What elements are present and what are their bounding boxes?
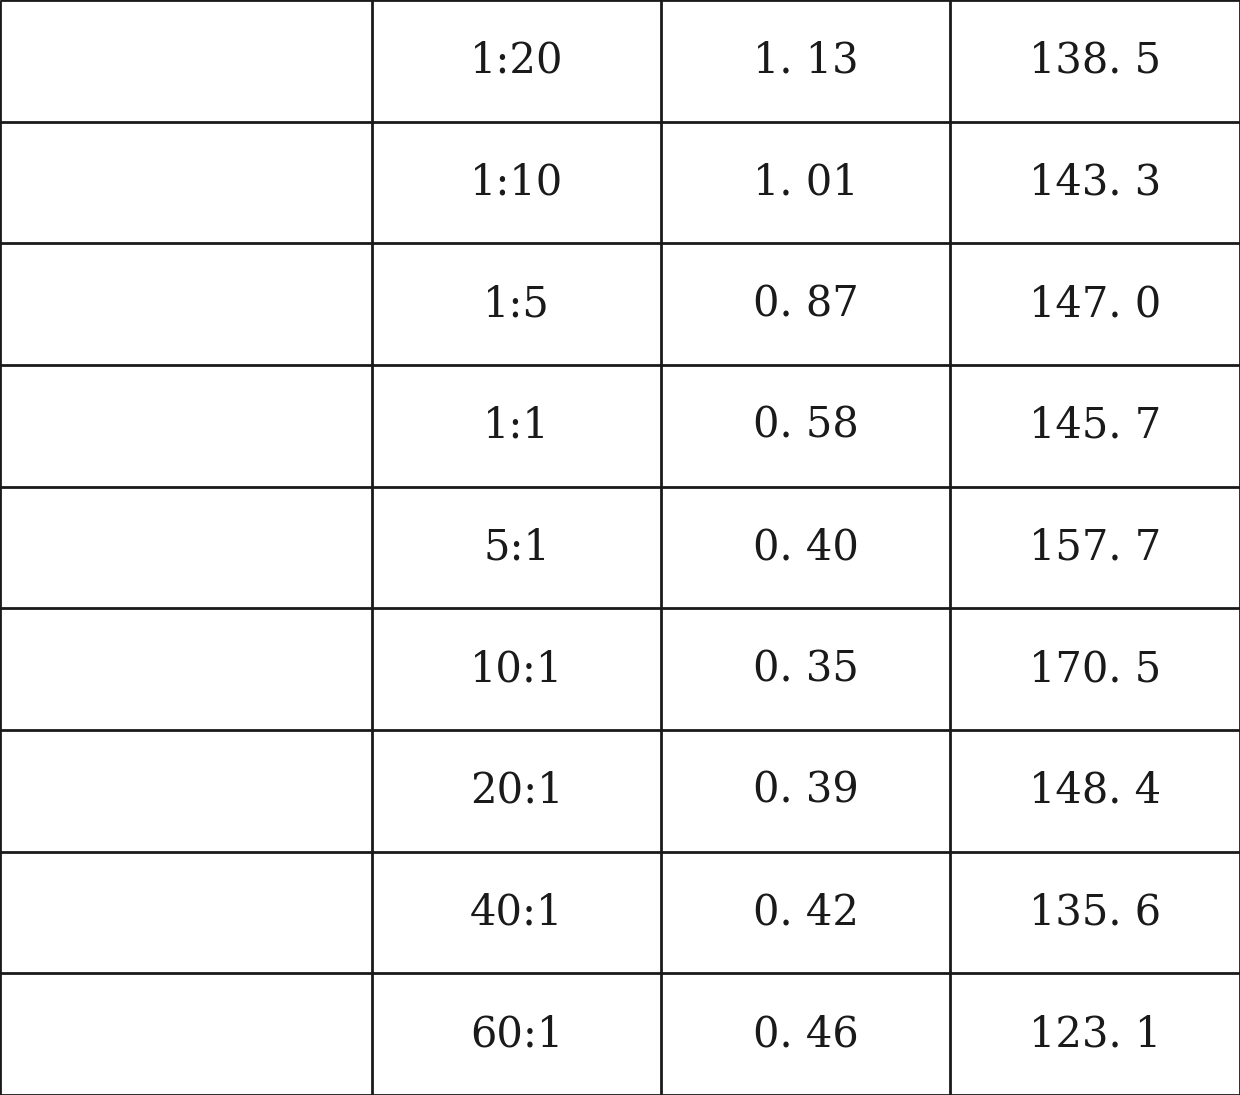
Text: 40:1: 40:1	[470, 891, 563, 934]
Text: 145. 7: 145. 7	[1029, 405, 1161, 447]
Text: 157. 7: 157. 7	[1029, 527, 1161, 568]
Text: 1:10: 1:10	[470, 161, 563, 204]
Text: 1. 01: 1. 01	[753, 161, 858, 204]
Text: 0. 58: 0. 58	[753, 405, 858, 447]
Text: 148. 4: 148. 4	[1029, 770, 1161, 811]
Text: 147. 0: 147. 0	[1029, 284, 1161, 325]
Text: 1:1: 1:1	[484, 405, 549, 447]
Text: 0. 35: 0. 35	[753, 648, 858, 690]
Text: 0. 87: 0. 87	[753, 284, 858, 325]
Text: 123. 1: 123. 1	[1029, 1013, 1161, 1056]
Text: 0. 39: 0. 39	[753, 770, 858, 811]
Text: 0. 42: 0. 42	[753, 891, 858, 934]
Text: 10:1: 10:1	[470, 648, 563, 690]
Text: 1. 13: 1. 13	[753, 39, 858, 82]
Text: 1:5: 1:5	[484, 284, 551, 325]
Text: 143. 3: 143. 3	[1029, 161, 1161, 204]
Text: 135. 6: 135. 6	[1029, 891, 1161, 934]
Text: 20:1: 20:1	[470, 770, 563, 811]
Text: 0. 40: 0. 40	[753, 527, 858, 568]
Text: 170. 5: 170. 5	[1029, 648, 1161, 690]
Text: 0. 46: 0. 46	[753, 1013, 858, 1056]
Text: 1:20: 1:20	[470, 39, 563, 82]
Text: 5:1: 5:1	[484, 527, 551, 568]
Text: 60:1: 60:1	[470, 1013, 563, 1056]
Text: 138. 5: 138. 5	[1029, 39, 1161, 82]
